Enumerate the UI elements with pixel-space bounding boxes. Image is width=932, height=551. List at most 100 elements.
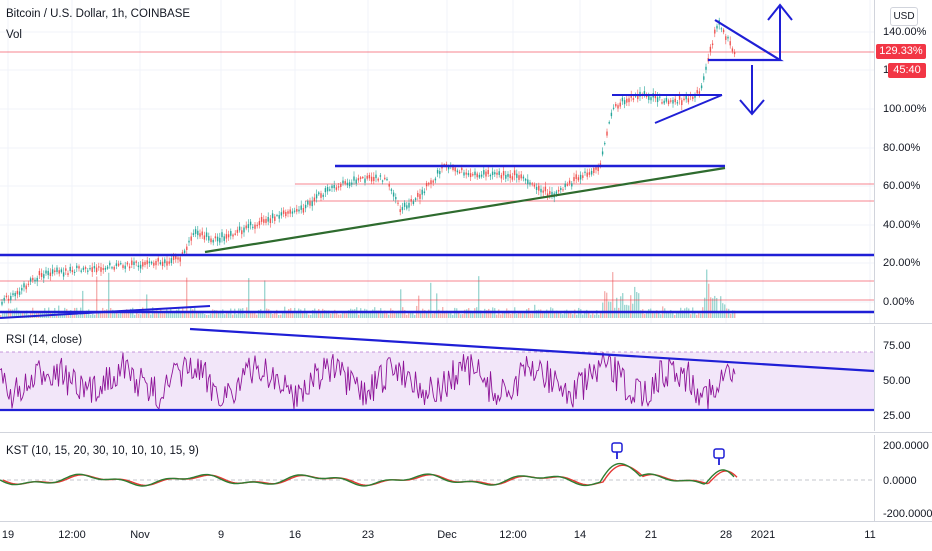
candle-body [366, 175, 368, 179]
candle-body [531, 183, 533, 185]
candle-body [179, 257, 181, 262]
candle-body [604, 142, 606, 145]
candle-body [511, 176, 514, 180]
candle-body [698, 91, 701, 94]
candle-body [359, 177, 362, 179]
candle-body [500, 175, 503, 179]
candle-body [7, 298, 10, 301]
candle-body [80, 270, 82, 272]
volume-bar [266, 308, 268, 318]
candle-body [153, 262, 155, 266]
candle-body [296, 208, 298, 212]
volume-bar [620, 296, 622, 318]
rsi-scale[interactable]: 75.00 50.00 25.00 [874, 326, 932, 431]
candle-body [188, 240, 190, 243]
candle-body [685, 95, 687, 100]
candle-body [597, 166, 599, 172]
candle-body [131, 260, 133, 265]
candle-body [428, 182, 430, 185]
rsi-indicator-label[interactable]: RSI (14, close) [6, 334, 83, 346]
candle-body [566, 184, 569, 186]
candle-body [663, 100, 665, 104]
pointing-hand-icon [611, 442, 623, 459]
candle-body [571, 183, 573, 187]
volume-bar [496, 314, 498, 318]
volume-bar [638, 293, 640, 318]
candle-body [577, 177, 580, 181]
volume-bar [486, 310, 488, 318]
candle-body [1, 301, 3, 305]
candle-body [36, 277, 38, 282]
candle-body [423, 191, 426, 194]
volume-bar [556, 310, 558, 318]
candle-body [436, 170, 439, 174]
price-tick: 20.00% [883, 257, 921, 269]
candle-body [421, 189, 423, 195]
kst-pane[interactable]: KST (10, 15, 20, 30, 10, 10, 10, 15, 9) [0, 435, 874, 518]
volume-bar [100, 311, 102, 318]
candle-body [392, 192, 395, 197]
candle-body [122, 265, 124, 268]
candle-body [91, 267, 93, 273]
candle-body [58, 270, 60, 274]
candle-body [201, 231, 203, 236]
volume-bar [730, 313, 732, 318]
candle-body [425, 182, 428, 187]
candle-body [533, 184, 536, 187]
candle-body [346, 182, 349, 186]
candle-body [410, 199, 412, 202]
pane-separator[interactable] [0, 323, 932, 324]
time-tick: Nov [130, 529, 150, 541]
volume-bar [450, 311, 452, 318]
rsi-chart[interactable] [0, 326, 874, 431]
kst-indicator-label[interactable]: KST (10, 15, 20, 30, 10, 10, 10, 15, 9) [6, 445, 199, 457]
volume-bar [312, 309, 314, 318]
candle-body [269, 218, 272, 223]
currency-button[interactable]: USD [890, 7, 918, 26]
volume-bar [200, 313, 202, 318]
candle-body [73, 271, 76, 274]
volume-indicator-label[interactable]: Vol [6, 29, 22, 41]
volume-bar [56, 314, 58, 318]
candle-body [505, 174, 507, 179]
time-scale[interactable]: 19 12:00 Nov 9 16 23 Dec 12:00 14 21 28 … [0, 521, 932, 551]
kst-chart[interactable] [0, 435, 874, 518]
volume-bar [694, 312, 696, 318]
volume-bar [404, 309, 406, 318]
volume-bar [296, 311, 298, 318]
volume-bar [334, 309, 336, 318]
pane-separator[interactable] [0, 432, 932, 433]
candle-body [659, 96, 661, 98]
candle-body [379, 175, 382, 177]
candle-body [474, 171, 476, 176]
volume-bar [482, 313, 484, 318]
candle-body [355, 179, 357, 184]
volume-bar [498, 309, 500, 318]
volume-bar [540, 309, 542, 318]
symbol-title[interactable]: Bitcoin / U.S. Dollar, 1h, COINBASE [6, 8, 191, 20]
volume-bar [642, 309, 644, 318]
candle-body [337, 186, 340, 188]
candle-body [447, 166, 450, 170]
rsi-pane[interactable]: RSI (14, close) [0, 326, 874, 431]
volume-bar [224, 314, 226, 318]
volume-bar [580, 309, 582, 318]
volume-bar [366, 309, 368, 318]
candle-body [377, 178, 379, 181]
price-chart-pane[interactable]: Bitcoin / U.S. Dollar, 1h, COINBASE Vol [0, 0, 874, 323]
price-chart[interactable] [0, 0, 874, 323]
candle-body [265, 218, 267, 223]
candle-body [491, 171, 494, 176]
candle-body [32, 277, 34, 281]
volume-bar [548, 310, 550, 318]
price-tick: 60.00% [883, 180, 921, 192]
candle-body [190, 236, 192, 241]
volume-bar [602, 302, 604, 318]
candle-body [727, 36, 729, 39]
volume-bar [648, 309, 650, 318]
kst-scale[interactable]: 200.0000 0.0000 -200.0000 [874, 435, 932, 521]
candle-body [362, 177, 364, 179]
volume-bar [274, 312, 276, 318]
candle-body [56, 267, 58, 272]
volume-bar [704, 297, 706, 318]
